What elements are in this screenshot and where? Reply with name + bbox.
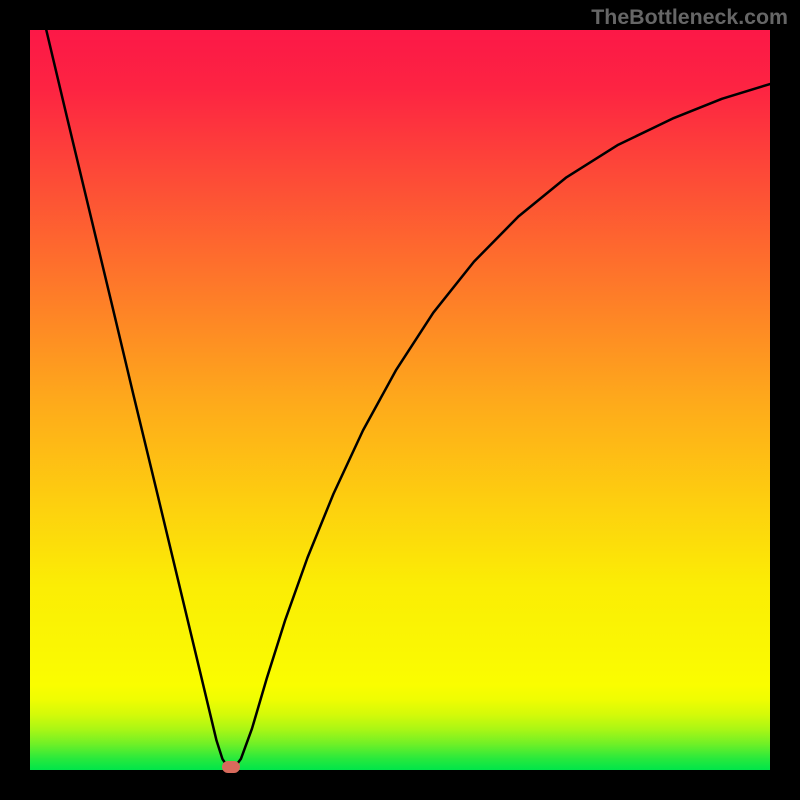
- watermark-text: TheBottleneck.com: [591, 5, 788, 30]
- marker-point: [222, 761, 240, 773]
- gradient-background: [30, 30, 770, 770]
- chart-svg: [30, 30, 770, 770]
- plot-area: [30, 30, 770, 770]
